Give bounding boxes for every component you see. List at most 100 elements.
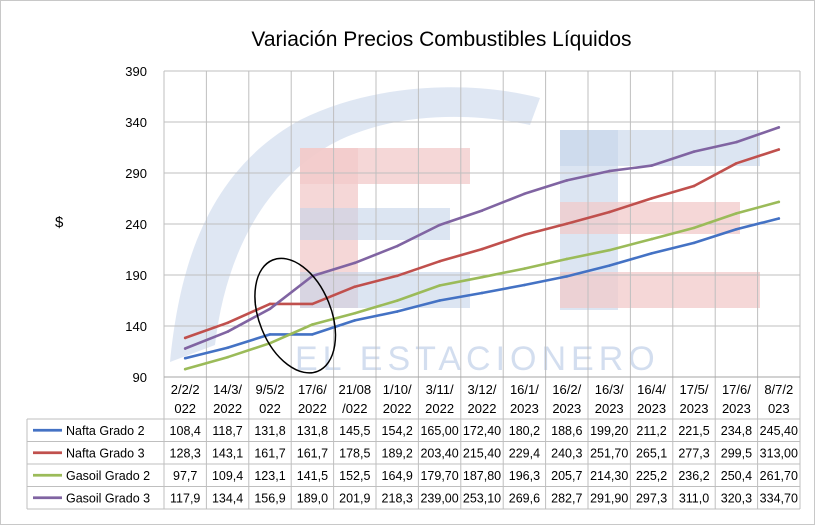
category-label: 2023: [722, 401, 751, 416]
data-label: 261,70: [760, 469, 798, 483]
data-point: [353, 311, 357, 315]
data-point: [735, 162, 738, 165]
data-point: [650, 237, 653, 241]
data-point: [311, 302, 314, 306]
category-label: 17/5/: [680, 382, 709, 397]
data-label: 156,9: [254, 491, 285, 505]
category-label: 2022: [298, 401, 327, 416]
category-label: 16/3/: [595, 382, 624, 397]
data-point: [226, 346, 229, 350]
data-point: [565, 275, 569, 278]
category-label: 3/11/: [426, 382, 454, 397]
category-label: 2023: [595, 401, 624, 416]
data-label: 189,0: [297, 491, 328, 505]
data-label: 291,90: [590, 491, 628, 505]
data-label: 154,2: [382, 424, 413, 438]
y-tick-label: 190: [125, 268, 147, 283]
data-label: 297,3: [636, 491, 667, 505]
data-point: [353, 261, 357, 265]
data-label: 221,5: [678, 424, 709, 438]
y-tick-label: 240: [125, 217, 147, 232]
data-point: [226, 355, 229, 359]
data-label: 164,9: [382, 469, 413, 483]
annotation: [254, 257, 337, 374]
data-point: [395, 244, 399, 248]
data-label: 215,40: [463, 446, 501, 460]
watermark-e2-bottom: [560, 272, 760, 308]
data-point: [480, 209, 484, 212]
watermark-logo: EL ESTACIONERO: [170, 87, 760, 378]
data-label: 253,10: [463, 491, 501, 505]
data-label: 131,8: [254, 424, 285, 438]
category-label: 16/4/: [637, 382, 666, 397]
chart-title: Variación Precios Combustibles Líquidos: [251, 28, 632, 51]
data-point: [777, 217, 781, 220]
data-label: 97,7: [173, 469, 197, 483]
data-point: [480, 275, 484, 279]
data-point: [692, 184, 696, 188]
data-label: 299,5: [721, 446, 752, 460]
data-point: [268, 333, 272, 336]
category-label: 17/6/: [722, 382, 751, 397]
data-label: 128,3: [170, 446, 201, 460]
watermark-e-bottom: [300, 272, 470, 308]
y-axis-label: $: [55, 214, 64, 231]
y-tick-label: 90: [133, 370, 147, 385]
category-label: 2023: [637, 401, 666, 416]
category-label: /022: [342, 401, 367, 416]
data-point: [480, 291, 484, 295]
category-label: 2023: [552, 401, 581, 416]
data-label: 214,30: [590, 469, 628, 483]
data-label: 143,1: [212, 446, 243, 460]
data-point: [692, 241, 696, 245]
category-label: 17/6/: [298, 382, 327, 397]
data-point: [692, 150, 696, 153]
data-point: [311, 333, 314, 336]
series-name: Nafta Grado 2: [66, 424, 145, 438]
data-label: 201,9: [339, 491, 370, 505]
category-label: 3/12/: [468, 382, 497, 397]
data-label: 240,3: [551, 446, 582, 460]
category-label: 022: [174, 401, 196, 416]
data-point: [183, 336, 187, 340]
data-point: [523, 283, 526, 287]
data-label: 141,5: [297, 469, 328, 483]
data-label: 118,7: [212, 424, 242, 438]
annotation-ellipse: [254, 257, 337, 374]
data-label: 134,4: [212, 491, 243, 505]
data-label: 117,9: [170, 491, 200, 505]
data-label: 109,4: [212, 469, 243, 483]
data-label: 123,1: [254, 469, 285, 483]
data-point: [650, 164, 653, 167]
data-label: 108,4: [170, 424, 201, 438]
data-point: [226, 321, 229, 325]
watermark-swoosh: [170, 87, 540, 362]
data-point: [311, 323, 314, 326]
category-label: 9/5/2: [256, 382, 285, 397]
data-point: [565, 179, 569, 182]
category-label: 16/1/: [510, 382, 539, 397]
watermark-text: EL ESTACIONERO: [295, 340, 660, 378]
data-label: 251,70: [590, 446, 628, 460]
data-point: [183, 367, 187, 371]
data-point: [565, 222, 569, 225]
data-point: [777, 126, 781, 129]
data-point: [226, 330, 229, 334]
category-label: 2022: [468, 401, 497, 416]
series-lines: [183, 126, 781, 371]
data-label: 234,8: [721, 424, 752, 438]
data-label: 203,40: [420, 446, 458, 460]
data-label: 236,2: [678, 469, 709, 483]
category-label: 2/2/2: [171, 382, 200, 397]
y-tick-label: 340: [125, 115, 147, 130]
data-point: [735, 228, 738, 231]
data-point: [607, 169, 611, 173]
data-label: 199,20: [590, 424, 628, 438]
data-point: [735, 140, 738, 144]
data-label: 311,0: [679, 491, 709, 505]
data-label: 229,4: [509, 446, 540, 460]
data-label: 161,7: [297, 446, 328, 460]
category-label: 2023: [510, 401, 539, 416]
